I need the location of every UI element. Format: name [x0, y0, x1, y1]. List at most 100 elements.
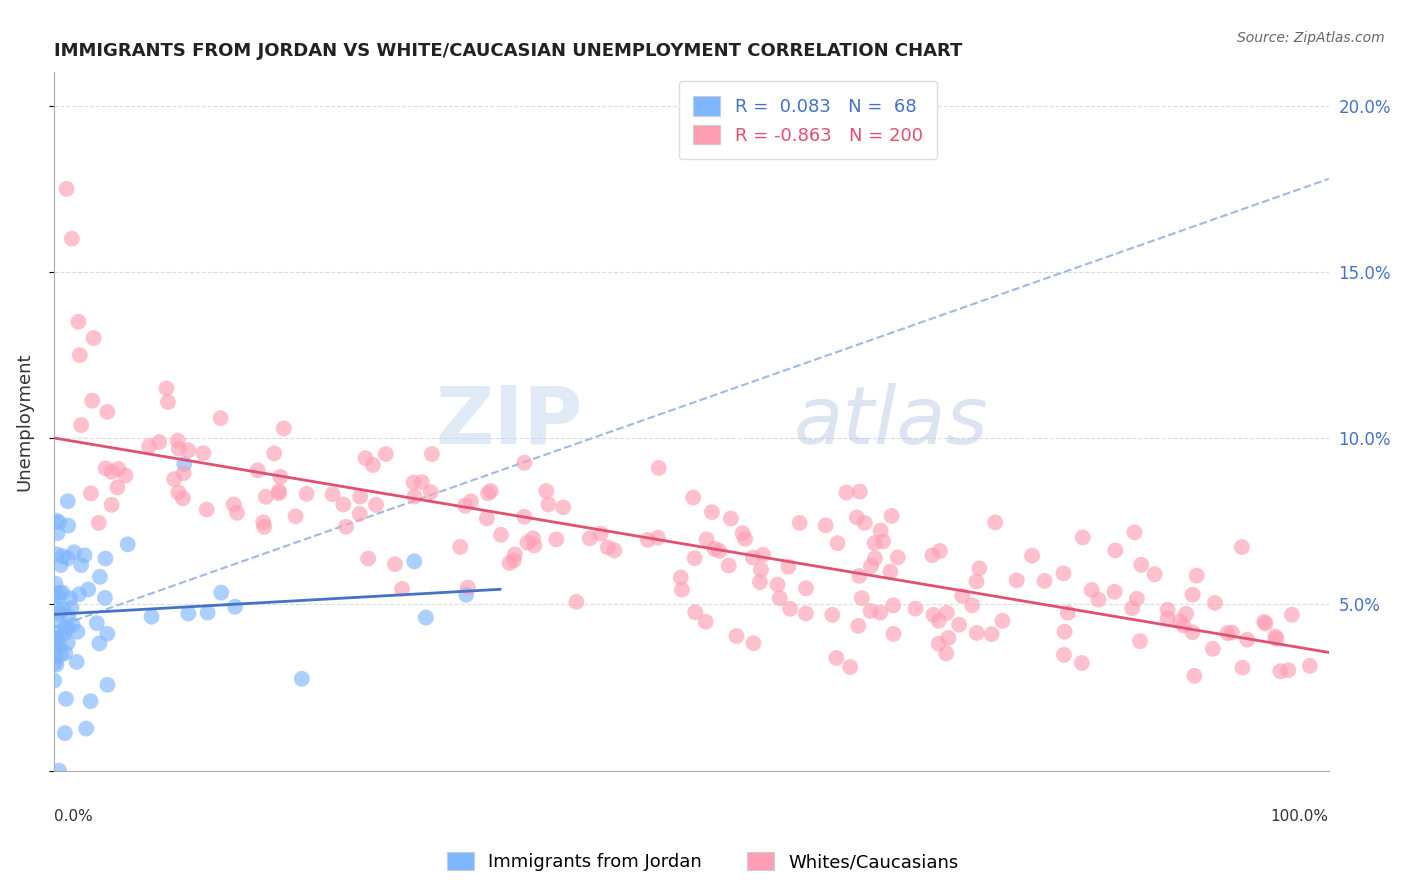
Point	[49, 648, 72, 662]
Point	[364, 498, 387, 512]
Point	[226, 506, 249, 520]
Point	[1168, 615, 1191, 629]
Point	[984, 516, 1007, 530]
Point	[391, 582, 413, 596]
Point	[863, 536, 886, 550]
Point	[56, 620, 79, 634]
Point	[79, 694, 101, 708]
Point	[1204, 596, 1226, 610]
Point	[860, 559, 883, 574]
Point	[53, 627, 76, 641]
Point	[1053, 648, 1076, 662]
Point	[67, 315, 90, 329]
Point	[1080, 582, 1102, 597]
Point	[1202, 641, 1225, 656]
Point	[849, 484, 872, 499]
Point	[73, 549, 96, 563]
Point	[172, 491, 194, 506]
Point	[332, 498, 354, 512]
Point	[922, 607, 945, 622]
Point	[1265, 632, 1288, 646]
Point	[70, 418, 93, 433]
Point	[779, 602, 801, 616]
Point	[880, 508, 903, 523]
Point	[415, 610, 437, 624]
Point	[671, 582, 693, 597]
Point	[100, 498, 122, 512]
Point	[222, 497, 245, 511]
Point	[879, 565, 901, 579]
Point	[105, 480, 128, 494]
Point	[209, 585, 232, 599]
Point	[96, 678, 118, 692]
Point	[1143, 567, 1166, 582]
Point	[94, 461, 117, 475]
Point	[55, 182, 77, 196]
Point	[253, 520, 276, 534]
Point	[948, 617, 970, 632]
Point	[1232, 661, 1254, 675]
Point	[48, 515, 70, 529]
Point	[565, 595, 588, 609]
Point	[45, 657, 67, 672]
Point	[603, 543, 626, 558]
Point	[56, 518, 79, 533]
Point	[709, 544, 731, 558]
Point	[354, 451, 377, 466]
Point	[44, 631, 66, 645]
Point	[1005, 574, 1028, 588]
Point	[56, 494, 79, 508]
Point	[749, 563, 772, 577]
Point	[63, 545, 86, 559]
Point	[863, 551, 886, 566]
Point	[53, 621, 76, 635]
Point	[1033, 574, 1056, 588]
Point	[851, 591, 873, 606]
Point	[960, 599, 983, 613]
Point	[717, 558, 740, 573]
Point	[70, 558, 93, 573]
Point	[246, 463, 269, 477]
Point	[503, 553, 526, 567]
Point	[789, 516, 811, 530]
Point	[67, 587, 90, 601]
Point	[1277, 663, 1299, 677]
Point	[928, 637, 950, 651]
Point	[827, 536, 849, 550]
Point	[254, 490, 277, 504]
Point	[523, 538, 546, 552]
Point	[224, 599, 246, 614]
Point	[1264, 630, 1286, 644]
Point	[869, 524, 891, 538]
Point	[420, 447, 443, 461]
Point	[94, 551, 117, 566]
Point	[114, 468, 136, 483]
Point	[846, 619, 869, 633]
Point	[402, 475, 425, 490]
Point	[1104, 584, 1126, 599]
Point	[966, 574, 988, 589]
Point	[682, 491, 704, 505]
Point	[1230, 540, 1253, 554]
Point	[404, 490, 426, 504]
Point	[87, 516, 110, 530]
Point	[1021, 549, 1043, 563]
Text: 100.0%: 100.0%	[1271, 809, 1329, 824]
Point	[51, 585, 73, 599]
Point	[177, 607, 200, 621]
Point	[1182, 669, 1205, 683]
Point	[56, 551, 79, 566]
Point	[195, 502, 218, 516]
Point	[869, 606, 891, 620]
Point	[173, 466, 195, 480]
Point	[209, 411, 232, 425]
Point	[273, 421, 295, 435]
Point	[794, 581, 817, 595]
Point	[167, 485, 190, 500]
Text: ZIP: ZIP	[436, 383, 583, 460]
Point	[349, 507, 371, 521]
Point	[460, 494, 482, 508]
Point	[886, 550, 908, 565]
Point	[1126, 591, 1149, 606]
Point	[374, 447, 396, 461]
